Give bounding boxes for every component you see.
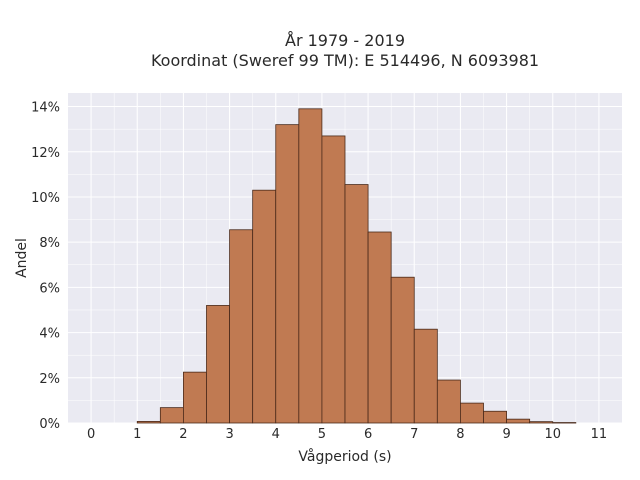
y-tick-label: 2% [39,372,60,387]
histogram-bar [136,421,161,424]
x-tick-label: 7 [410,427,418,442]
x-tick-label: 2 [179,427,187,442]
x-tick-label: 0 [87,427,95,442]
x-axis-ticks: 0 1 2 3 4 5 6 7 8 9 10 11 [87,427,607,442]
chart-title-line-2: Koordinat (Sweref 99 TM): E 514496, N 60… [151,51,539,70]
y-tick-label: 0% [39,417,60,432]
y-tick-label: 12% [31,146,60,161]
x-tick-label: 10 [544,427,561,442]
histogram-bar [298,108,323,424]
y-tick-label: 6% [39,281,60,296]
histogram-bar [552,422,577,424]
histogram-bar [367,231,392,424]
histogram-bar [229,229,254,424]
y-tick-label: 8% [39,236,60,251]
x-tick-label: 8 [456,427,464,442]
chart-title-line-1: År 1979 - 2019 [285,31,405,50]
histogram-bar [483,410,507,424]
histogram-bar [413,328,438,424]
histogram-bar [275,124,300,424]
x-tick-label: 5 [318,427,326,442]
histogram-bar [436,379,461,424]
x-tick-label: 4 [272,427,280,442]
bars-group [136,108,577,424]
histogram-bar [159,407,184,424]
y-axis-ticks: 0% 2% 4% 6% 8% 10% 12% 14% [31,101,60,432]
histogram-bar [390,276,415,424]
y-tick-label: 10% [31,191,60,206]
x-tick-label: 6 [364,427,372,442]
y-tick-label: 4% [39,327,60,342]
histogram-bar [460,402,484,424]
histogram-bar [506,418,531,424]
histogram-bar [529,421,554,424]
histogram-bar [344,184,369,424]
histogram-bar [321,135,346,424]
x-tick-label: 11 [591,427,608,442]
histogram-bar [206,305,230,424]
x-tick-label: 1 [133,427,141,442]
x-tick-label: 9 [502,427,510,442]
y-tick-label: 14% [31,101,60,116]
y-axis-label: Andel [14,238,30,278]
x-tick-label: 3 [225,427,233,442]
histogram-bar [252,189,277,424]
x-axis-label: Vågperiod (s) [298,448,391,465]
histogram-bar [183,371,207,424]
